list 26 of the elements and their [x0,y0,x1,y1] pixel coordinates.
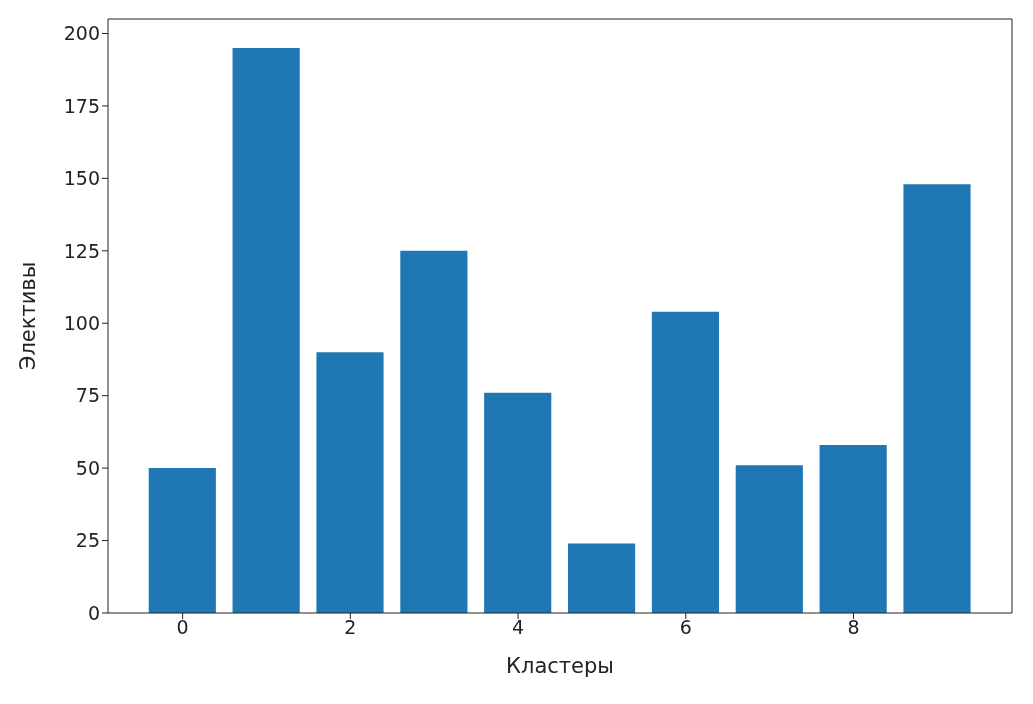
y-tick-label: 100 [63,311,100,334]
bar [651,311,720,613]
y-tick-label: 75 [75,384,100,407]
x-tick-label: 6 [679,616,692,639]
bar [903,184,971,613]
y-axis-title: Элективы [16,261,41,371]
y-tick-label: 150 [63,167,100,190]
y-tick-label: 0 [87,601,100,624]
bar [819,444,887,613]
bar [148,468,216,613]
bar [568,543,636,613]
y-tick-label: 175 [63,94,100,117]
x-tick-label: 0 [176,616,189,639]
bar [316,352,384,613]
x-tick-label: 2 [344,616,357,639]
y-tick-label: 25 [75,529,100,552]
x-tick-label: 8 [847,616,860,639]
y-tick-label: 125 [63,239,100,262]
bar [400,250,468,613]
bar [484,392,552,613]
x-tick-label: 4 [512,616,525,639]
bar [232,47,300,613]
y-tick-label: 200 [63,22,100,45]
bar [735,465,803,613]
x-axis-title: Кластеры [506,654,614,678]
y-tick-label: 50 [75,456,100,479]
